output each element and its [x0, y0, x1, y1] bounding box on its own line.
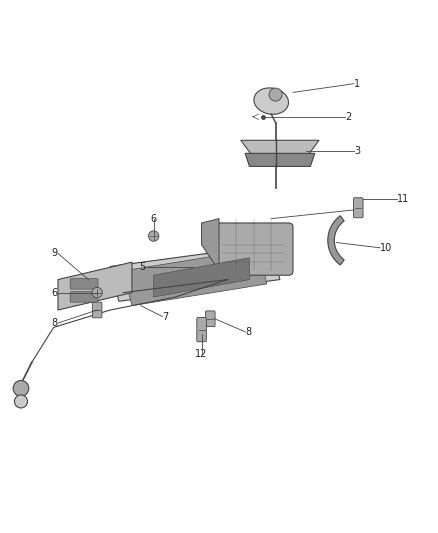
Circle shape [14, 395, 28, 408]
FancyBboxPatch shape [215, 223, 293, 275]
Polygon shape [201, 219, 219, 271]
Polygon shape [58, 262, 132, 310]
Text: 5: 5 [139, 262, 145, 271]
Text: 10: 10 [380, 243, 392, 253]
Text: 2: 2 [345, 112, 351, 122]
Text: 11: 11 [397, 194, 410, 204]
Circle shape [92, 287, 102, 298]
Polygon shape [123, 249, 267, 305]
Text: 12: 12 [195, 349, 208, 359]
Text: 1: 1 [354, 79, 360, 88]
Text: 8: 8 [52, 318, 58, 328]
Polygon shape [154, 258, 250, 297]
FancyBboxPatch shape [353, 198, 363, 218]
Circle shape [148, 231, 159, 241]
Text: 3: 3 [354, 146, 360, 156]
Ellipse shape [254, 88, 289, 114]
Text: 6: 6 [151, 214, 157, 224]
FancyBboxPatch shape [70, 292, 98, 302]
Circle shape [13, 381, 29, 396]
Polygon shape [245, 154, 315, 166]
FancyBboxPatch shape [70, 279, 98, 289]
FancyBboxPatch shape [197, 318, 206, 342]
Circle shape [269, 88, 282, 101]
Text: 4: 4 [354, 205, 360, 215]
Text: 9: 9 [52, 248, 58, 259]
FancyBboxPatch shape [205, 311, 215, 327]
Text: 8: 8 [245, 327, 251, 337]
FancyBboxPatch shape [92, 302, 102, 318]
Polygon shape [110, 245, 280, 301]
Polygon shape [328, 216, 344, 265]
Polygon shape [241, 140, 319, 158]
Text: 6: 6 [52, 288, 58, 297]
Text: 7: 7 [162, 312, 169, 321]
